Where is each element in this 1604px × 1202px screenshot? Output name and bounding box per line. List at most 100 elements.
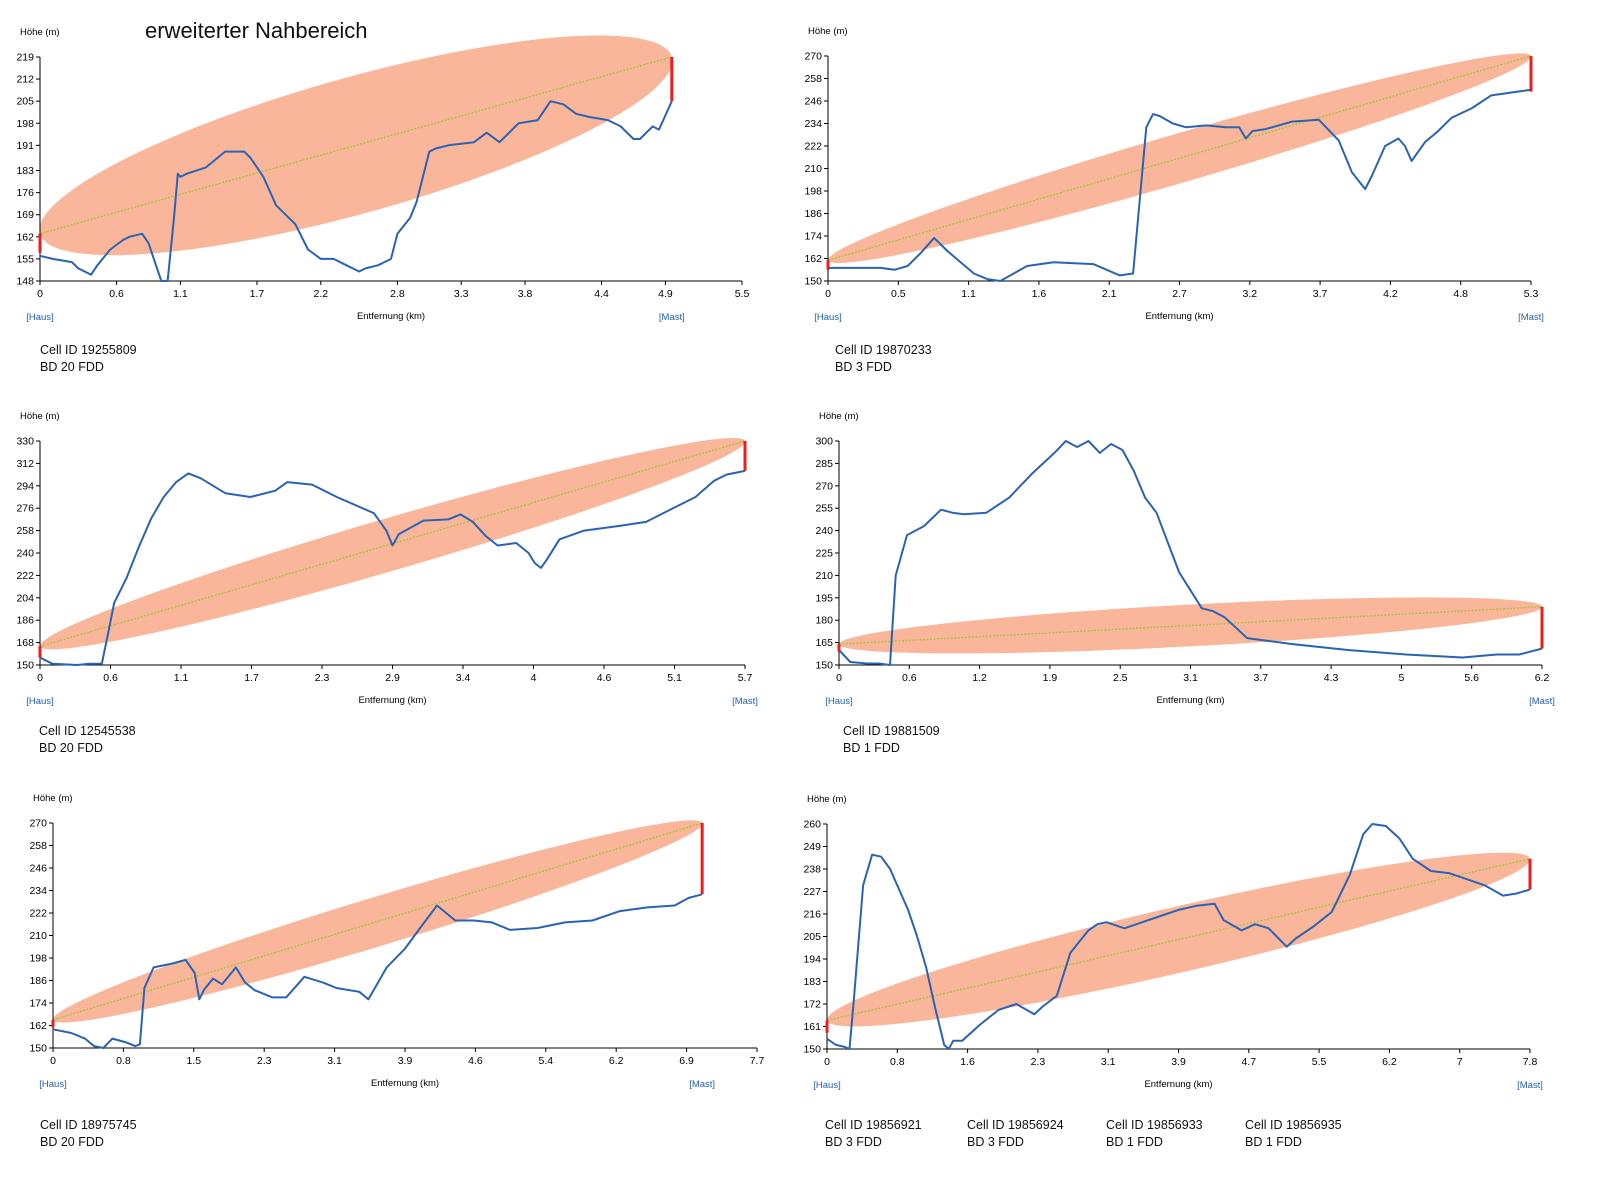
- haus-link[interactable]: [Haus]: [39, 1079, 66, 1090]
- y-tick-label: 216: [803, 909, 821, 921]
- y-tick-label: 260: [803, 819, 821, 831]
- elevation-profile-line: [39, 469, 746, 666]
- x-tick-label: 4.4: [594, 288, 609, 300]
- chart-svg-2: 150 162 174 186 198 210 222 234 246 258 270 0 0.5 1.1…: [804, 26, 1544, 323]
- x-tick-label: 6.2: [609, 1055, 624, 1067]
- y-tick-label: 169: [16, 209, 34, 221]
- cell-id: Cell ID 19881509: [843, 724, 940, 738]
- fresnel-zone: [52, 820, 703, 1023]
- y-tick-label: 174: [804, 231, 822, 243]
- x-tick-label: 3.1: [1101, 1056, 1116, 1068]
- chart-svg-3: 150 168 186 204 222 240 258 276 294 312 330 0 0.6 1.1…: [16, 411, 758, 707]
- y-tick-label: 255: [815, 503, 833, 515]
- haus-link[interactable]: [Haus]: [814, 312, 841, 323]
- x-tick-label: 2.8: [390, 288, 405, 300]
- mast-link[interactable]: [Mast]: [732, 696, 758, 707]
- cell-info-6d: Cell ID 19856935 BD 1 FDD: [1245, 1117, 1342, 1151]
- y-tick-label: 246: [29, 863, 47, 875]
- haus-link[interactable]: [Haus]: [26, 312, 53, 323]
- mast-link[interactable]: [Mast]: [689, 1079, 715, 1090]
- y-tick-label: 212: [16, 74, 34, 86]
- x-tick-label: 3.4: [456, 672, 471, 684]
- x-tick-label: 3.9: [398, 1055, 413, 1067]
- y-tick-label: 195: [815, 592, 833, 604]
- y-tick-label: 150: [804, 276, 822, 288]
- x-tick-label: 0: [50, 1055, 56, 1067]
- y-tick-label: 176: [16, 187, 34, 199]
- mast-link[interactable]: [Mast]: [659, 312, 685, 323]
- x-tick-label: 1.1: [174, 672, 189, 684]
- haus-link[interactable]: [Haus]: [813, 1080, 840, 1091]
- y-tick-label: 165: [815, 637, 833, 649]
- x-axis-title: Entfernung (km): [1156, 695, 1224, 706]
- x-tick-label: 4.6: [597, 672, 612, 684]
- y-tick-label: 186: [16, 615, 34, 627]
- y-tick-label: 270: [29, 818, 47, 830]
- y-tick-label: 276: [16, 503, 34, 515]
- y-tick-label: 191: [16, 140, 34, 152]
- x-tick-label: 5.3: [1524, 288, 1539, 300]
- y-tick-label: 168: [16, 637, 34, 649]
- elevation-chart-2: 150 162 174 186 198 210 222 234 246 258 270 0 0.5 1.1…: [802, 0, 1604, 400]
- cell-band: BD 20 FDD: [39, 741, 103, 755]
- y-tick-label: 162: [16, 231, 34, 243]
- elevation-profile-line: [828, 88, 1532, 282]
- y-axis-title: Höhe (m): [807, 794, 847, 805]
- y-tick-label: 150: [16, 660, 34, 672]
- x-tick-label: 0.6: [109, 288, 124, 300]
- mast-link[interactable]: [Mast]: [1518, 312, 1544, 323]
- line-of-sight: [838, 606, 1543, 645]
- line-of-sight: [826, 858, 1531, 1022]
- x-tick-label: 2.5: [1113, 672, 1128, 684]
- cell-id: Cell ID 19870233: [835, 343, 932, 357]
- y-tick-label: 222: [29, 908, 47, 920]
- y-tick-label: 312: [16, 458, 34, 470]
- cell-band: BD 3 FDD: [967, 1135, 1024, 1149]
- y-tick-label: 219: [16, 52, 34, 64]
- mast-link[interactable]: [Mast]: [1529, 696, 1555, 707]
- x-axis-title: Entfernung (km): [358, 695, 426, 706]
- y-tick-label: 258: [804, 73, 822, 85]
- y-tick-label: 150: [29, 1043, 47, 1055]
- y-axis-title: Höhe (m): [20, 27, 60, 38]
- x-tick-label: 3.3: [454, 288, 469, 300]
- y-tick-label: 162: [29, 1020, 47, 1032]
- line-of-sight: [39, 56, 672, 235]
- elevation-profile-line: [826, 823, 1531, 1050]
- elevation-profile-line: [838, 440, 1543, 666]
- x-tick-label: 7.8: [1523, 1056, 1538, 1068]
- cell-id: Cell ID 12545538: [39, 724, 136, 738]
- x-tick-label: 1.1: [173, 288, 188, 300]
- y-axis-title: Höhe (m): [819, 411, 859, 422]
- mast-link[interactable]: [Mast]: [1517, 1080, 1543, 1091]
- cell-band: BD 20 FDD: [40, 360, 104, 374]
- elevation-chart-5: 150 162 174 186 198 210 222 234 246 258 270 0 0.8 1.5…: [0, 793, 802, 1200]
- x-tick-label: 3.7: [1253, 672, 1268, 684]
- x-tick-label: 0: [37, 672, 43, 684]
- x-tick-label: 1.5: [186, 1055, 201, 1067]
- x-tick-label: 0: [37, 288, 43, 300]
- x-tick-label: 1.9: [1043, 672, 1058, 684]
- y-tick-label: 186: [804, 208, 822, 220]
- y-tick-label: 234: [29, 885, 47, 897]
- cell-info-5: Cell ID 18975745 BD 20 FDD: [40, 1117, 137, 1151]
- cell-info-1: Cell ID 19255809 BD 20 FDD: [40, 342, 137, 376]
- x-tick-label: 0.6: [902, 672, 917, 684]
- elevation-chart-4: 150 165 180 195 210 225 240 255 270 285 300 0 0.6 1.2…: [802, 400, 1604, 800]
- x-tick-label: 3.2: [1242, 288, 1257, 300]
- y-tick-label: 205: [16, 96, 34, 108]
- cell-info-2: Cell ID 19870233 BD 3 FDD: [835, 342, 932, 376]
- x-tick-label: 0.6: [103, 672, 118, 684]
- haus-link[interactable]: [Haus]: [825, 696, 852, 707]
- y-tick-label: 148: [16, 276, 34, 288]
- y-tick-label: 150: [815, 660, 833, 672]
- elevation-chart-3: 150 168 186 204 222 240 258 276 294 312 330 0 0.6 1.1…: [0, 400, 802, 800]
- x-tick-label: 4.6: [468, 1055, 483, 1067]
- y-tick-label: 155: [16, 253, 34, 265]
- y-tick-label: 174: [29, 998, 47, 1010]
- haus-link[interactable]: [Haus]: [26, 696, 53, 707]
- y-axis-title: Höhe (m): [20, 411, 60, 422]
- cell-info-3: Cell ID 12545538 BD 20 FDD: [39, 723, 136, 757]
- y-tick-label: 172: [803, 999, 821, 1011]
- y-tick-label: 258: [16, 525, 34, 537]
